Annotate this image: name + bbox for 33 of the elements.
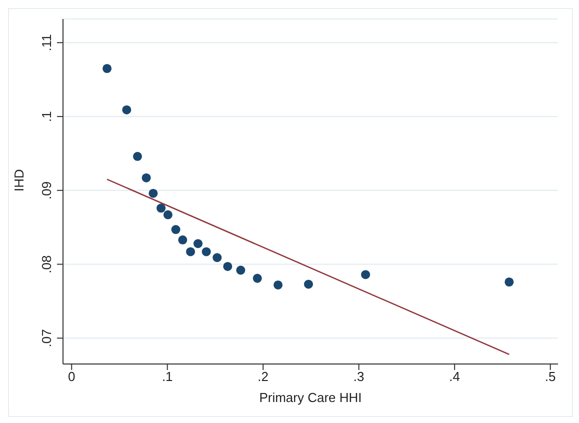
x-tick-label: .5 xyxy=(544,369,556,384)
x-tick-label: .2 xyxy=(258,369,269,384)
x-tick-label: .1 xyxy=(162,369,173,384)
point xyxy=(504,277,514,287)
point xyxy=(223,262,232,271)
point xyxy=(193,239,203,248)
y-tick-label: .08 xyxy=(39,255,54,274)
point xyxy=(156,204,166,213)
y-axis-title: IHD xyxy=(12,169,27,192)
point xyxy=(236,266,246,275)
x-tick-label: .4 xyxy=(449,369,460,384)
point xyxy=(148,188,158,198)
point xyxy=(252,274,262,283)
point xyxy=(361,270,370,280)
y-tick-label: .07 xyxy=(39,329,54,348)
point xyxy=(212,253,222,262)
point xyxy=(142,173,151,182)
y-tick-label: .1 xyxy=(39,111,54,122)
point xyxy=(304,280,314,289)
point xyxy=(274,280,283,290)
point xyxy=(171,225,180,234)
x-axis-title: Primary Care HHI xyxy=(259,390,362,405)
point xyxy=(163,210,172,220)
point xyxy=(202,247,211,256)
y-tick-label: .11 xyxy=(39,34,54,52)
point xyxy=(186,247,196,256)
point xyxy=(102,64,112,73)
point xyxy=(178,235,188,244)
y-tick-label: .09 xyxy=(39,181,54,200)
x-tick-label: .3 xyxy=(353,369,364,384)
point xyxy=(132,152,142,161)
x-tick-label: 0 xyxy=(68,369,76,384)
point xyxy=(122,105,132,114)
